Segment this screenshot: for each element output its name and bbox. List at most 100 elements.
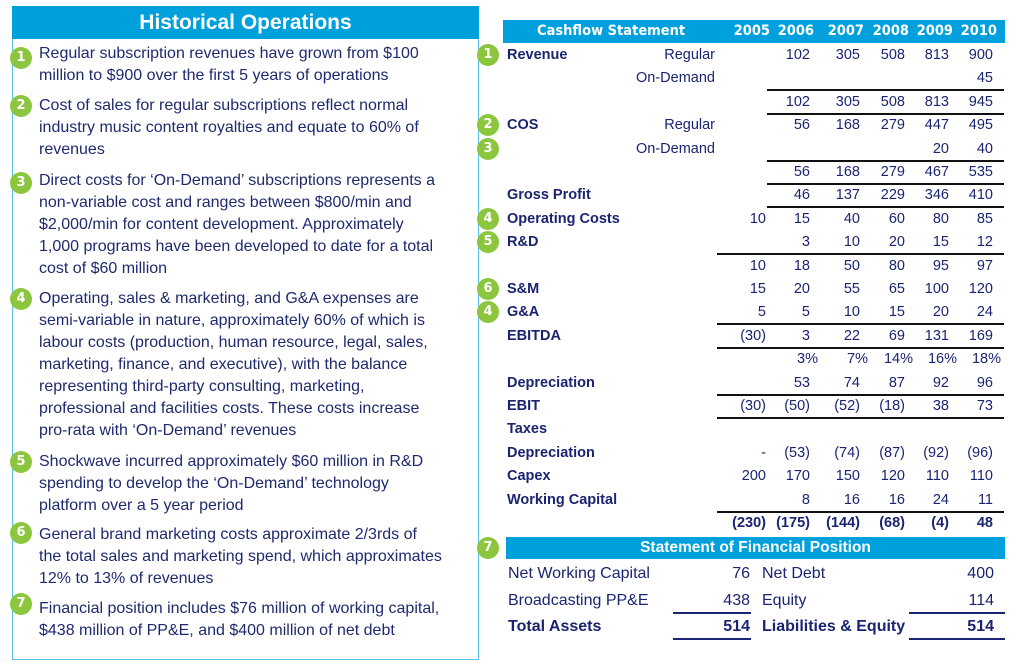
note-line: $438 million of PP&E, and $400 million o… xyxy=(39,622,395,639)
cell-value: 508 xyxy=(880,93,905,110)
liability-label: Net Debt xyxy=(762,565,826,582)
cell-value: 56 xyxy=(793,164,810,180)
note-line: spending to develop the ‘On-Demand’ tech… xyxy=(39,475,389,492)
cell-value: 10 xyxy=(843,304,860,321)
sfp-underline xyxy=(909,611,1005,614)
cell-value: 169 xyxy=(968,327,993,344)
note-badge-4: 4 xyxy=(477,301,499,324)
liability-label: Liabilities & Equity xyxy=(762,618,906,635)
cashflow-title: Cashflow Statement xyxy=(537,23,686,39)
note-paragraph: Regular subscription revenues have grown… xyxy=(39,43,419,87)
note-badge-7: 7 xyxy=(10,593,32,615)
liability-value: 114 xyxy=(968,591,994,609)
cell-value: 495 xyxy=(968,117,993,134)
cell-value: 131 xyxy=(924,327,949,344)
note-badge-1: 1 xyxy=(10,47,32,69)
cell-value: 508 xyxy=(880,47,905,63)
cell-value: 110 xyxy=(925,468,949,485)
cell-value: 22 xyxy=(843,327,860,344)
cell-value: 92 xyxy=(932,374,949,391)
note-line: professional and facilities costs. These… xyxy=(39,400,420,417)
cell-value: 10 xyxy=(749,257,766,274)
cell-value: 80 xyxy=(888,257,905,274)
cell-value: 229 xyxy=(880,187,905,204)
note-paragraph: Cost of sales for regular subscriptions … xyxy=(39,95,419,161)
liability-label: Equity xyxy=(762,591,807,609)
asset-value: 438 xyxy=(723,591,750,609)
note-line: representing third-party consulting, mar… xyxy=(39,378,365,395)
cell-value: 7% xyxy=(847,351,868,368)
note-paragraph: Operating, sales & marketing, and G&A ex… xyxy=(39,288,428,442)
cell-value: 73 xyxy=(976,398,993,414)
row-label: Capex xyxy=(507,468,551,485)
cell-value: (87) xyxy=(879,444,905,461)
row-label: Depreciation xyxy=(507,374,595,391)
cell-value: - xyxy=(761,444,766,461)
cell-value: 40 xyxy=(843,210,860,227)
cell-value: 200 xyxy=(741,468,766,485)
note-badge-2: 2 xyxy=(10,95,32,117)
note-line: revenues xyxy=(39,141,105,158)
cell-value: 60 xyxy=(888,210,905,227)
cell-value: 12 xyxy=(976,234,993,251)
cell-value: 11 xyxy=(977,491,993,508)
cell-value: 18% xyxy=(971,351,1001,368)
cell-value: 65 xyxy=(888,281,905,297)
note-paragraph: Shockwave incurred approximately $60 mil… xyxy=(39,451,423,517)
row-underline xyxy=(717,417,1004,419)
liability-value: 400 xyxy=(967,565,994,582)
note-line: Direct costs for ‘On-Demand’ subscriptio… xyxy=(39,172,435,189)
row-label: Revenue xyxy=(507,47,568,63)
cell-value: 16% xyxy=(927,351,957,368)
cell-value: 168 xyxy=(835,117,860,134)
cell-value: 24 xyxy=(932,491,949,508)
year-header: 2006 xyxy=(777,23,814,39)
cell-value: (175) xyxy=(776,515,810,531)
row-underline xyxy=(767,89,1004,92)
row-label: EBITDA xyxy=(507,327,561,344)
cell-value: 20 xyxy=(793,281,810,297)
note-line: labour costs (production, human resource… xyxy=(39,334,428,351)
note-paragraph: Direct costs for ‘On-Demand’ subscriptio… xyxy=(39,170,435,280)
cell-value: (53) xyxy=(784,444,810,461)
year-header: 2010 xyxy=(960,23,997,39)
cell-value: 346 xyxy=(924,187,949,204)
year-header: 2005 xyxy=(733,23,770,39)
cell-value: 24 xyxy=(976,304,993,321)
note-badge-1: 1 xyxy=(477,44,499,66)
cell-value: 16 xyxy=(843,491,860,508)
cell-value: 48 xyxy=(976,515,993,531)
liability-value: 514 xyxy=(967,618,994,635)
cell-value: (18) xyxy=(879,398,905,414)
cell-value: 100 xyxy=(924,281,949,297)
cell-value: 279 xyxy=(880,117,905,134)
cell-value: 813 xyxy=(924,47,949,63)
asset-value: 514 xyxy=(723,618,750,635)
note-paragraph: Financial position includes $76 million … xyxy=(39,598,439,642)
cell-value: 15 xyxy=(932,234,949,251)
row-label: Operating Costs xyxy=(507,210,620,227)
cell-value: 5 xyxy=(757,304,766,321)
cell-value: 3% xyxy=(797,351,818,368)
note-badge-5: 5 xyxy=(10,451,32,473)
cell-value: 467 xyxy=(924,164,949,180)
cell-value: 20 xyxy=(932,304,949,321)
asset-label: Net Working Capital xyxy=(508,565,650,582)
year-header: 2009 xyxy=(916,23,953,39)
note-line: semi-variable in nature, approximately 6… xyxy=(39,312,425,329)
cell-value: 110 xyxy=(969,468,993,485)
cell-value: 305 xyxy=(835,47,860,63)
note-line: marketing, finance, and executive), with… xyxy=(39,356,408,373)
row-label: R&D xyxy=(507,234,539,251)
asset-value: 76 xyxy=(732,565,750,582)
note-badge-6: 6 xyxy=(477,278,499,300)
note-badge-2: 2 xyxy=(477,114,499,137)
asset-label: Broadcasting PP&E xyxy=(508,591,649,609)
note-line: Financial position includes $76 million … xyxy=(39,600,440,617)
row-underline xyxy=(767,206,1004,209)
row-underline xyxy=(767,112,1004,115)
cell-value: 410 xyxy=(968,187,993,204)
row-label: Working Capital xyxy=(507,491,618,508)
cell-value: 15 xyxy=(793,210,810,227)
cell-value: 170 xyxy=(785,468,810,485)
